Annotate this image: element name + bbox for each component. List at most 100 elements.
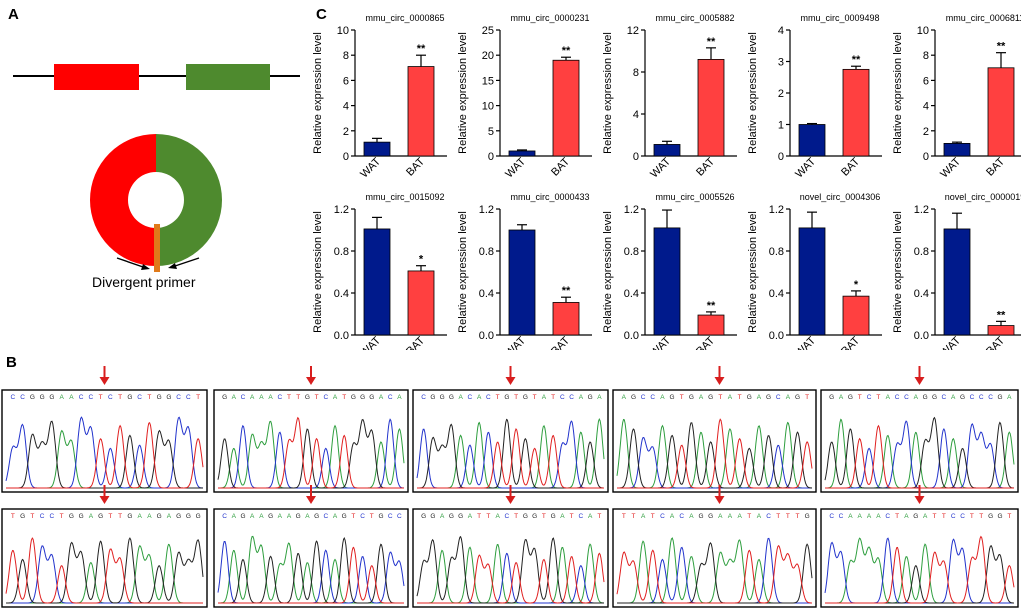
panel-c-label: C bbox=[316, 6, 327, 23]
base-call: C bbox=[108, 394, 113, 401]
y-axis-label: Relative expression level bbox=[747, 32, 759, 154]
base-call: G bbox=[923, 394, 928, 401]
y-tick-label: 0 bbox=[923, 151, 929, 163]
base-call: G bbox=[268, 513, 273, 520]
base-call: A bbox=[268, 394, 273, 401]
base-call: A bbox=[757, 394, 762, 401]
base-call: T bbox=[287, 394, 291, 401]
base-call: A bbox=[886, 394, 891, 401]
circle-green-half bbox=[156, 134, 222, 266]
base-call: G bbox=[342, 513, 347, 520]
y-tick-label: 6 bbox=[343, 75, 349, 87]
base-call: C bbox=[867, 394, 872, 401]
bar-wat bbox=[943, 228, 971, 336]
base-call: T bbox=[514, 513, 518, 520]
chart-title: mmu_circ_0006811 bbox=[946, 13, 1021, 23]
junction-arrow-head bbox=[99, 496, 110, 504]
y-tick-label: 1.2 bbox=[334, 204, 349, 216]
base-call: C bbox=[397, 513, 402, 520]
significance-marker: ** bbox=[997, 309, 1006, 321]
divergent-primer-label: Divergent primer bbox=[92, 274, 196, 290]
x-tick-label: BAT bbox=[839, 334, 862, 350]
bar-chart-9: novel_circ_0004306 Relative expression le… bbox=[747, 192, 882, 360]
circle-red-half bbox=[90, 134, 156, 266]
base-call: G bbox=[69, 513, 74, 520]
base-call: T bbox=[738, 394, 742, 401]
base-call: A bbox=[876, 513, 881, 520]
base-call: A bbox=[167, 513, 172, 520]
base-call: A bbox=[699, 394, 704, 401]
chart-title: mmu_circ_0000433 bbox=[510, 192, 589, 202]
base-call: A bbox=[458, 394, 463, 401]
base-call: C bbox=[895, 394, 900, 401]
trace-t bbox=[6, 421, 204, 489]
x-tick-label: WAT bbox=[358, 334, 383, 350]
circrna-schematic: Divergent primer bbox=[13, 64, 302, 290]
bar-wat bbox=[508, 150, 536, 157]
base-call: T bbox=[196, 394, 200, 401]
bar-chart-10: novel_circ_0000019 Relative expression le… bbox=[892, 192, 1021, 360]
x-tick-label: BAT bbox=[549, 155, 572, 178]
bar-wat bbox=[798, 227, 826, 336]
base-call: A bbox=[468, 513, 473, 520]
trace-t bbox=[218, 416, 404, 489]
x-tick-label: WAT bbox=[793, 155, 818, 180]
y-tick-label: 0.8 bbox=[914, 246, 929, 258]
base-call: A bbox=[689, 513, 694, 520]
base-call: T bbox=[858, 394, 862, 401]
base-call: C bbox=[839, 513, 844, 520]
x-tick-label: BAT bbox=[404, 334, 427, 350]
base-call: G bbox=[708, 513, 713, 520]
base-call: G bbox=[523, 394, 528, 401]
significance-marker: ** bbox=[852, 54, 861, 66]
base-call: C bbox=[679, 513, 684, 520]
x-tick-label: BAT bbox=[984, 155, 1007, 178]
base-call: G bbox=[698, 513, 703, 520]
base-call: G bbox=[166, 394, 171, 401]
base-call: A bbox=[579, 394, 584, 401]
chromatogram-frame bbox=[412, 389, 609, 493]
y-axis-label: Relative expression level bbox=[457, 211, 469, 333]
base-call: A bbox=[259, 513, 264, 520]
base-call: C bbox=[176, 394, 181, 401]
y-tick-label: 8 bbox=[633, 67, 639, 79]
exon-green bbox=[186, 64, 270, 90]
bar-bat bbox=[407, 270, 435, 336]
base-call: A bbox=[379, 394, 384, 401]
base-call: C bbox=[20, 394, 25, 401]
bar-wat bbox=[943, 142, 971, 157]
base-call: G bbox=[40, 394, 45, 401]
y-tick-label: 4 bbox=[923, 101, 929, 113]
bar-bat bbox=[842, 68, 870, 157]
base-call: A bbox=[670, 513, 675, 520]
base-call: A bbox=[137, 513, 142, 520]
significance-marker: ** bbox=[707, 36, 716, 48]
chart-title: mmu_circ_0000231 bbox=[510, 13, 589, 23]
y-tick-label: 10 bbox=[337, 25, 349, 37]
y-axis-label: Relative expression level bbox=[747, 211, 759, 333]
base-call: A bbox=[914, 394, 919, 401]
chromatogram-frame bbox=[213, 508, 409, 608]
base-call: G bbox=[79, 513, 84, 520]
base-call: C bbox=[951, 513, 956, 520]
chromatogram-frame bbox=[1, 508, 208, 608]
base-call: G bbox=[988, 513, 993, 520]
y-tick-label: 15 bbox=[482, 75, 494, 87]
base-call: T bbox=[651, 513, 655, 520]
x-tick-label: BAT bbox=[984, 334, 1007, 350]
base-call: A bbox=[232, 394, 237, 401]
x-tick-label: BAT bbox=[694, 155, 717, 178]
base-call: A bbox=[333, 513, 338, 520]
bar-charts-grid: mmu_circ_0000865 Relative expression leve… bbox=[312, 13, 1021, 360]
bar-chart-8: mmu_circ_0005526 Relative expression leve… bbox=[602, 192, 737, 360]
base-call: T bbox=[805, 394, 809, 401]
base-call: T bbox=[514, 394, 518, 401]
base-call: G bbox=[186, 513, 191, 520]
base-call: C bbox=[89, 394, 94, 401]
